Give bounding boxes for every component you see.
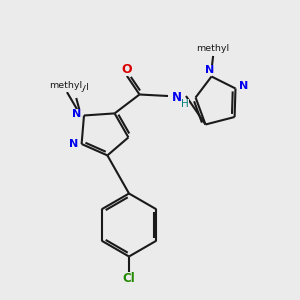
Text: N: N <box>172 91 182 104</box>
Text: methyl: methyl <box>196 44 230 53</box>
Text: Cl: Cl <box>123 272 135 286</box>
Text: N: N <box>72 109 81 119</box>
Text: N: N <box>69 139 78 149</box>
Text: H: H <box>181 99 189 110</box>
Text: O: O <box>121 63 132 76</box>
Text: methyl: methyl <box>50 81 82 90</box>
Text: methyl: methyl <box>58 83 89 92</box>
Text: N: N <box>206 65 214 75</box>
Text: N: N <box>239 80 248 91</box>
